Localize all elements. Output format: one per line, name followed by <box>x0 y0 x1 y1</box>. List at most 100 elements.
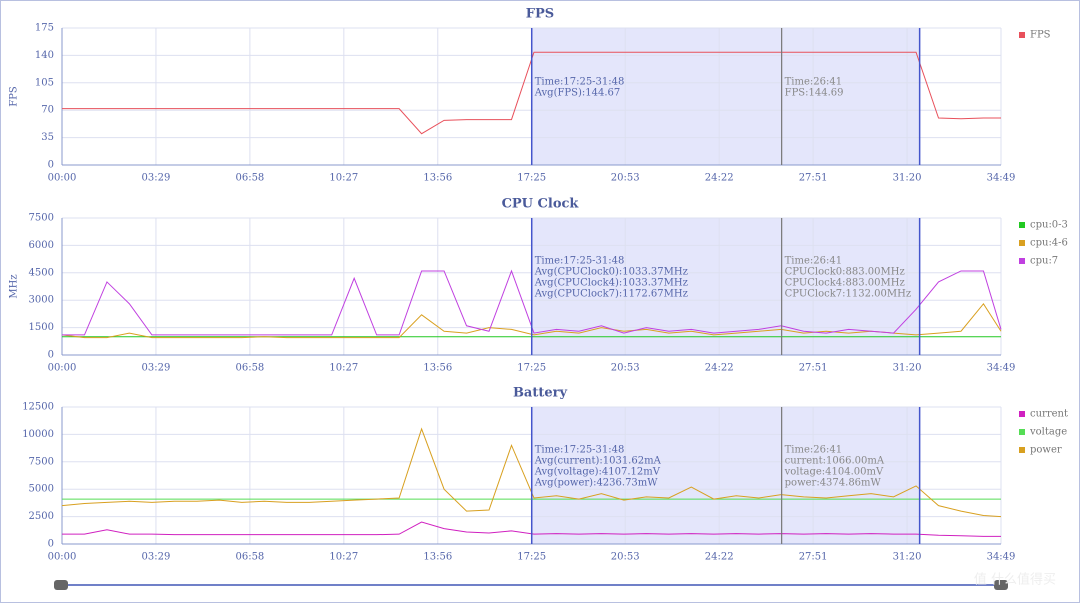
y-tick-label: 70 <box>41 105 54 116</box>
range-annotation: Avg(CPUClock4):1033.37MHz <box>534 278 688 289</box>
y-axis-label: FPS <box>9 86 20 107</box>
chart-title: FPS <box>526 7 554 22</box>
range-annotation: Time:17:25-31:48 <box>535 77 625 88</box>
x-tick-label: 24:22 <box>705 173 734 184</box>
range-annotation: Avg(CPUClock7):1172.67MHz <box>534 289 688 300</box>
range-annotation: Avg(CPUClock0):1033.37MHz <box>534 267 688 278</box>
x-tick-label: 00:00 <box>48 552 77 563</box>
y-tick-label: 35 <box>41 132 54 143</box>
series-line <box>62 521 1001 537</box>
y-tick-label: 140 <box>35 50 54 61</box>
x-tick-label: 10:27 <box>329 363 358 374</box>
y-tick-label: 3000 <box>29 295 54 306</box>
legend-marker <box>1019 411 1025 417</box>
y-tick-label: 0 <box>48 350 54 361</box>
legend-marker <box>1019 32 1025 38</box>
cursor-annotation: Time:26:41 <box>785 445 842 456</box>
y-tick-label: 175 <box>35 23 54 34</box>
range-annotation: Avg(FPS):144.67 <box>534 88 621 99</box>
x-tick-label: 20:53 <box>611 363 640 374</box>
x-tick-label: 03:29 <box>142 173 171 184</box>
legend-label: FPS <box>1030 30 1051 41</box>
x-tick-label: 24:22 <box>705 363 734 374</box>
x-tick-label: 13:56 <box>423 173 452 184</box>
x-tick-label: 17:25 <box>517 173 546 184</box>
y-tick-label: 0 <box>48 160 54 171</box>
cursor-annotation: FPS:144.69 <box>785 88 844 99</box>
x-tick-label: 13:56 <box>423 363 452 374</box>
series-line <box>61 427 1002 518</box>
y-tick-label: 5000 <box>29 484 54 495</box>
x-tick-label: 20:53 <box>611 173 640 184</box>
x-tick-label: 31:20 <box>893 363 922 374</box>
legend-marker <box>1019 258 1025 264</box>
x-tick-label: 34:49 <box>987 552 1016 563</box>
x-tick-label: 06:58 <box>235 173 264 184</box>
legend-label: current <box>1030 409 1068 420</box>
cursor-annotation: power:4374.86mW <box>785 478 882 489</box>
cursor-annotation: voltage:4104.00mV <box>784 467 884 478</box>
range-annotation: Avg(power):4236.73mW <box>534 478 659 489</box>
x-tick-label: 24:22 <box>705 552 734 563</box>
cursor-annotation: Time:26:41 <box>785 77 842 88</box>
x-tick-label: 31:20 <box>893 552 922 563</box>
x-tick-label: 34:49 <box>987 173 1016 184</box>
y-tick-label: 7500 <box>29 213 54 224</box>
watermark: 值 什么值得买 <box>974 572 1056 588</box>
x-tick-label: 27:51 <box>799 552 828 563</box>
x-tick-label: 20:53 <box>611 552 640 563</box>
y-tick-label: 7500 <box>29 456 54 467</box>
x-tick-label: 31:20 <box>893 173 922 184</box>
y-tick-label: 0 <box>48 539 54 550</box>
range-annotation: Avg(voltage):4107.12mV <box>534 467 661 478</box>
y-axis-label: MHz <box>9 274 20 298</box>
y-tick-label: 10000 <box>22 429 54 440</box>
cursor-annotation: CPUClock0:883.00MHz <box>785 267 905 278</box>
highlight-region <box>531 28 920 165</box>
y-tick-label: 6000 <box>29 240 54 251</box>
cursor-annotation: CPUClock7:1132.00MHz <box>785 289 911 300</box>
legend-marker <box>1019 240 1025 246</box>
y-tick-label: 4500 <box>29 267 54 278</box>
legend-marker <box>1019 429 1025 435</box>
chart-title: Battery <box>513 386 568 401</box>
highlight-region <box>531 407 920 544</box>
y-tick-label: 105 <box>35 77 54 88</box>
legend-label: power <box>1030 445 1062 456</box>
series-line <box>62 269 1002 336</box>
legend-label: cpu:7 <box>1030 256 1058 267</box>
x-tick-label: 27:51 <box>799 363 828 374</box>
x-tick-label: 00:00 <box>48 173 77 184</box>
chart-title: CPU Clock <box>502 197 580 212</box>
x-tick-label: 34:49 <box>987 363 1016 374</box>
range-annotation: Time:17:25-31:48 <box>535 256 625 267</box>
series-line <box>61 303 1002 339</box>
x-tick-label: 13:56 <box>423 552 452 563</box>
x-tick-label: 10:27 <box>329 173 358 184</box>
x-tick-label: 17:25 <box>517 363 546 374</box>
slider-handle-left[interactable] <box>54 580 68 590</box>
x-tick-label: 00:00 <box>48 363 77 374</box>
x-tick-label: 06:58 <box>235 552 264 563</box>
range-annotation: Avg(current):1031.62mA <box>534 456 662 467</box>
legend-marker <box>1019 447 1025 453</box>
slider-handle-right[interactable] <box>994 580 1008 590</box>
legend-label: cpu:4-6 <box>1030 238 1068 249</box>
x-tick-label: 03:29 <box>142 552 171 563</box>
y-tick-label: 12500 <box>22 402 54 413</box>
cursor-annotation: Time:26:41 <box>785 256 842 267</box>
legend-marker <box>1019 222 1025 228</box>
cursor-annotation: current:1066.00mA <box>785 456 885 467</box>
x-tick-label: 27:51 <box>799 173 828 184</box>
x-tick-label: 10:27 <box>329 552 358 563</box>
legend-label: voltage <box>1029 427 1067 438</box>
legend-label: cpu:0-3 <box>1030 220 1068 231</box>
cursor-annotation: CPUClock4:883.00MHz <box>785 278 905 289</box>
x-tick-label: 06:58 <box>235 363 264 374</box>
y-tick-label: 2500 <box>29 511 54 522</box>
series-line <box>62 51 1001 135</box>
x-tick-label: 17:25 <box>517 552 546 563</box>
y-tick-label: 1500 <box>29 322 54 333</box>
range-annotation: Time:17:25-31:48 <box>535 445 625 456</box>
